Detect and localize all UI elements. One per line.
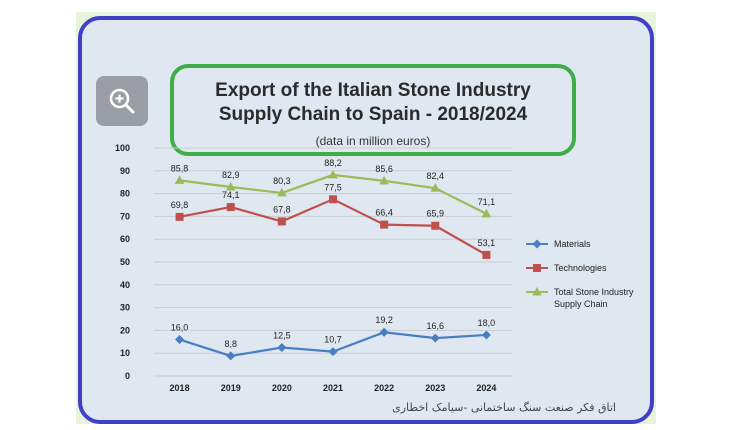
data-point (380, 220, 389, 229)
x-tick-label: 2022 (374, 383, 394, 393)
zoom-in-icon (109, 88, 135, 114)
data-label: 19,2 (375, 315, 393, 325)
y-tick-label: 60 (120, 234, 130, 244)
chart-frame: Export of the Italian Stone Industry Sup… (78, 16, 654, 424)
x-tick-label: 2019 (221, 383, 241, 393)
legend-label: Total Stone Industry (554, 287, 634, 297)
data-label: 69,8 (171, 200, 189, 210)
data-point (481, 208, 492, 218)
data-point (174, 175, 185, 184)
chart-title-box: Export of the Italian Stone Industry Sup… (170, 64, 576, 156)
data-label: 16,0 (171, 323, 189, 333)
chart-title-line-2: Supply Chain to Spain - 2018/2024 (218, 104, 528, 125)
data-point (328, 347, 338, 357)
y-tick-label: 20 (120, 325, 130, 335)
x-tick-label: 2020 (272, 383, 292, 393)
data-point (430, 183, 441, 192)
data-point (481, 330, 491, 340)
data-label: 85,8 (171, 163, 189, 173)
y-tick-label: 50 (120, 257, 130, 267)
data-point (533, 264, 541, 272)
data-point (277, 187, 287, 197)
y-tick-label: 30 (120, 303, 130, 313)
series-line (179, 198, 487, 256)
legend-label: Materials (554, 239, 591, 249)
data-point (379, 327, 389, 337)
data-label: 10,7 (324, 335, 342, 345)
data-label: 8,8 (224, 339, 237, 349)
footer-credit: اتاق فکر صنعت سنگ ساختمانی -سیامک اخطاری (392, 401, 616, 414)
chart-subtitle: (data in million euros) (315, 134, 431, 148)
data-label: 71,1 (478, 197, 496, 207)
y-tick-label: 0 (125, 371, 130, 381)
chart-title-line-1: Export of the Italian Stone Industry (215, 80, 531, 101)
data-label: 82,9 (222, 170, 240, 180)
data-point (329, 195, 337, 204)
data-label: 66,4 (375, 208, 393, 218)
data-label: 67,8 (273, 204, 291, 214)
y-tick-label: 70 (120, 211, 130, 221)
data-label: 80,3 (273, 176, 291, 186)
data-label: 74,1 (222, 190, 240, 200)
y-tick-label: 40 (120, 280, 130, 290)
zoom-button[interactable] (96, 76, 148, 126)
line-chart: 0 10 20 30 40 50 60 70 80 90 100 2018 2019 2020 2021 20… (115, 143, 634, 393)
data-point (277, 217, 286, 226)
legend-label: Supply Chain (554, 299, 608, 309)
data-label: 88,2 (324, 158, 342, 168)
x-tick-label: 2024 (476, 383, 496, 393)
data-point (379, 175, 389, 185)
y-tick-label: 10 (120, 348, 130, 358)
data-label: 85,6 (375, 164, 393, 174)
x-tick-label: 2023 (425, 383, 445, 393)
data-point (226, 203, 235, 212)
data-label: 77,5 (324, 182, 342, 192)
data-label: 82,4 (427, 171, 445, 181)
y-tick-label: 80 (120, 189, 130, 199)
data-point (430, 333, 440, 343)
data-label: 65,9 (427, 209, 445, 219)
y-tick-label: 90 (120, 166, 130, 176)
data-point (328, 169, 338, 179)
data-label: 18,0 (478, 318, 496, 328)
data-point (431, 221, 440, 230)
legend-label: Technologies (554, 263, 607, 273)
data-label: 12,5 (273, 331, 291, 341)
data-point (277, 343, 287, 352)
data-label: 53,1 (478, 238, 496, 248)
data-point (175, 335, 185, 345)
x-tick-label: 2021 (323, 383, 343, 393)
data-label: 16,6 (427, 321, 445, 331)
data-point (175, 212, 184, 221)
data-point (226, 351, 236, 361)
data-point (225, 181, 236, 191)
data-point (532, 239, 542, 249)
data-point (482, 250, 491, 259)
data-point (532, 287, 542, 296)
x-tick-label: 2018 (170, 383, 190, 393)
y-tick-label: 100 (115, 143, 130, 153)
